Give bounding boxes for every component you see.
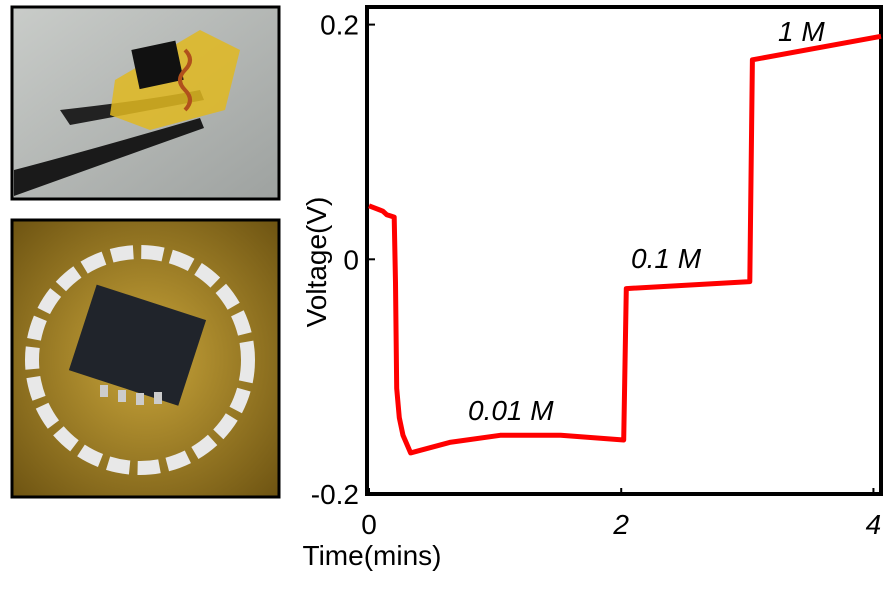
- x-tick-label: 4: [866, 509, 882, 540]
- figure: Time(mins) Voltage(V) -0.200.20241 M0.1 …: [0, 0, 889, 586]
- y-tick-label: 0: [343, 244, 359, 275]
- annotation: 1 M: [778, 16, 825, 47]
- x-tick-label: 2: [612, 509, 629, 540]
- annotation: 0.1 M: [631, 243, 702, 274]
- data-line: [369, 36, 881, 453]
- photo-top: [12, 7, 279, 199]
- photo-bottom: [12, 220, 279, 497]
- y-axis-label: Voltage(V): [301, 197, 332, 328]
- x-axis-label: Time(mins): [303, 540, 442, 571]
- annotation: 0.01 M: [468, 395, 554, 426]
- x-tick-label: 0: [361, 509, 377, 540]
- y-tick-label: -0.2: [311, 479, 359, 510]
- y-tick-label: 0.2: [320, 10, 359, 41]
